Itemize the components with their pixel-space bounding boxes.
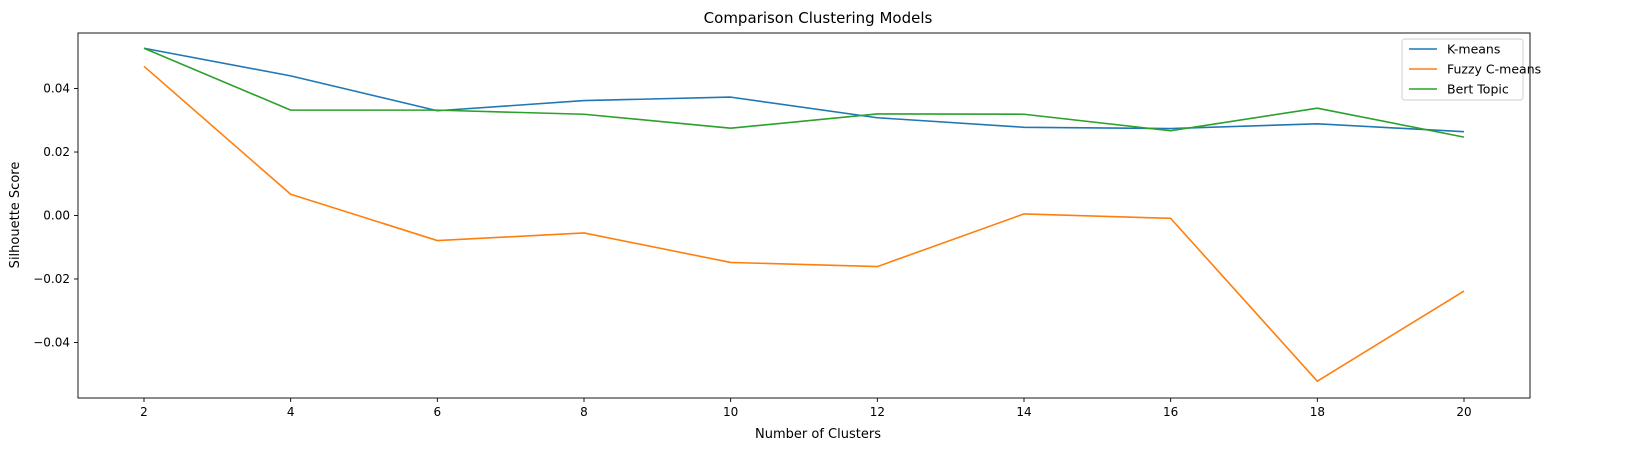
x-tick-label: 2 (140, 405, 148, 419)
series-line-bert-topic (143, 47, 1465, 138)
series-line-fuzzy-c-means (143, 65, 1465, 382)
x-tick-label: 14 (1016, 405, 1031, 419)
y-tick-label: 0.00 (43, 209, 70, 223)
x-tick-label: 12 (870, 405, 885, 419)
chart-title: Comparison Clustering Models (704, 9, 933, 27)
axes-frame (77, 32, 1531, 399)
x-tick-label: 4 (287, 405, 295, 419)
legend (1401, 38, 1524, 101)
y-tick-label: −0.02 (33, 272, 70, 286)
y-tick-label: 0.04 (43, 82, 70, 96)
legend-entry: Fuzzy C-means (1447, 62, 1541, 77)
x-tick-label: 20 (1456, 405, 1471, 419)
series-line-k-means (143, 47, 1465, 133)
x-tick-label: 6 (434, 405, 442, 419)
x-tick-label: 8 (580, 405, 588, 419)
legend-entry: K-means (1447, 42, 1500, 57)
x-tick-label: 16 (1163, 405, 1178, 419)
y-tick-label: −0.04 (33, 335, 70, 349)
x-tick-label: 18 (1310, 405, 1325, 419)
y-axis-label: Silhouette Score (8, 162, 23, 269)
plot-area: 2 4 6 8 10 12 14 16 18 20 −0.04 −0.02 0.00 0.02 0.04 K-… (33, 32, 1541, 419)
y-tick-label: 0.02 (43, 145, 70, 159)
legend-entry: Bert Topic (1447, 82, 1509, 97)
x-tick-label: 10 (723, 405, 738, 419)
x-axis-label: Number of Clusters (755, 427, 881, 442)
